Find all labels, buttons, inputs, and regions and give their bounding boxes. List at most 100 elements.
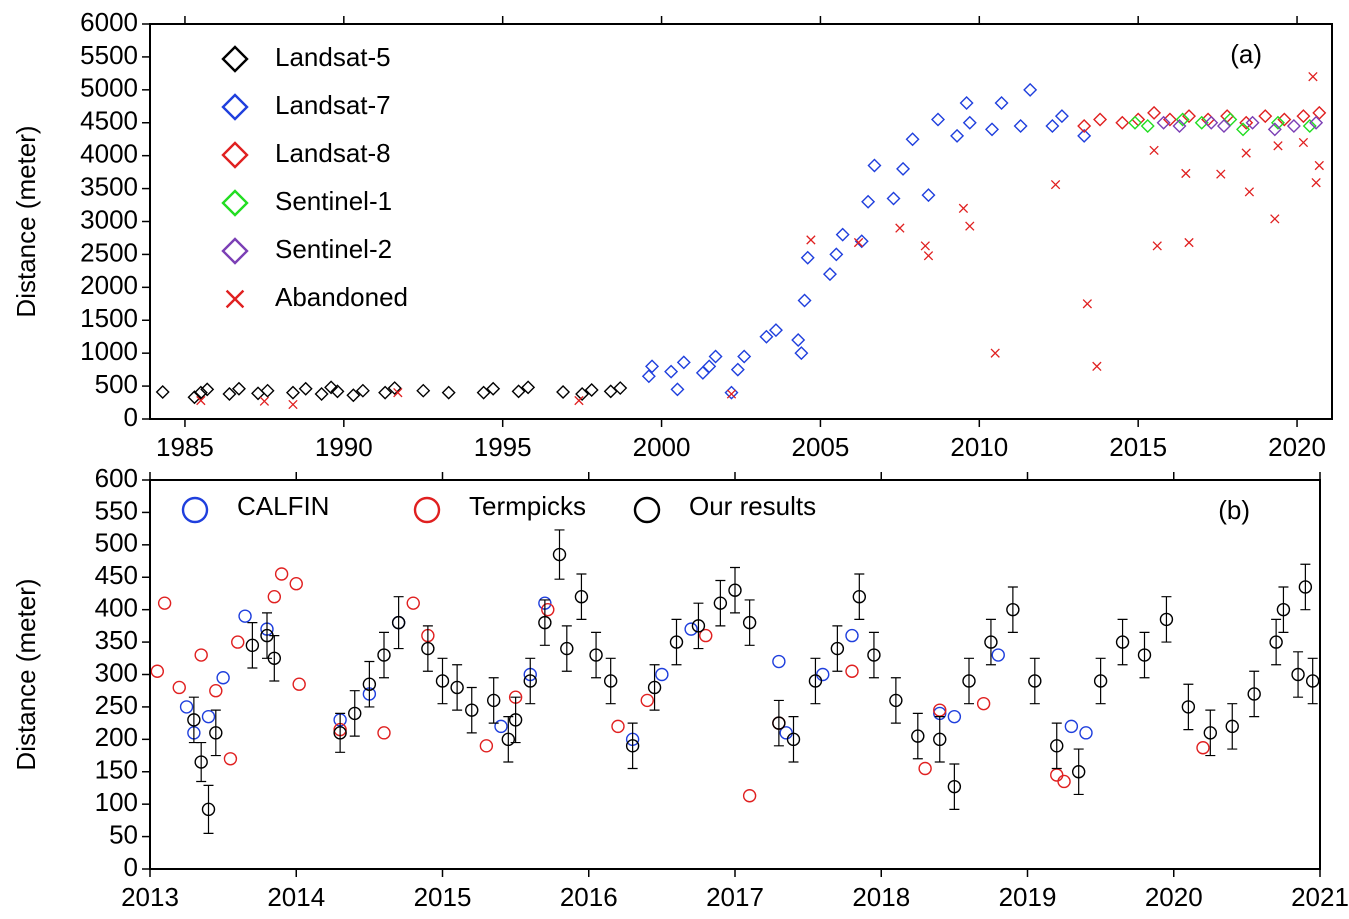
point <box>201 709 216 724</box>
point <box>274 567 289 581</box>
error-bar <box>605 657 616 705</box>
error-bar <box>364 660 375 708</box>
point <box>684 622 698 636</box>
y-tick-label: 0 <box>124 402 138 432</box>
y-tick-label: 3000 <box>80 204 138 234</box>
y-tick-label: 5000 <box>80 73 138 103</box>
panel-label: (a) <box>1230 39 1262 69</box>
point <box>829 247 844 262</box>
point <box>179 700 194 714</box>
point <box>238 609 252 623</box>
point <box>377 726 391 740</box>
error-bar <box>203 784 214 834</box>
x-tick-label: 2019 <box>999 882 1057 912</box>
point <box>1194 115 1209 130</box>
y-tick-label: 150 <box>95 755 138 785</box>
error-bar <box>349 690 360 737</box>
point <box>669 635 684 649</box>
point <box>267 590 282 604</box>
error-bar <box>854 573 865 620</box>
point <box>962 674 976 688</box>
legend-marker <box>221 45 249 73</box>
x-tick-label: 2013 <box>121 882 179 912</box>
point <box>1270 115 1285 130</box>
point <box>346 388 361 403</box>
legend-marker <box>413 496 441 524</box>
error-bar <box>912 712 923 760</box>
error-bar <box>649 664 660 711</box>
error-bar <box>1271 618 1282 666</box>
point <box>976 696 991 711</box>
x-tick-label: 2010 <box>950 432 1008 462</box>
point <box>1244 187 1255 197</box>
legend-label: Landsat-8 <box>275 138 391 168</box>
y-tick-label: 300 <box>95 657 138 687</box>
x-tick-label: 2014 <box>267 882 325 912</box>
point <box>1247 687 1261 701</box>
error-bar <box>744 599 755 646</box>
y-tick-label: 3500 <box>80 171 138 201</box>
point <box>267 651 282 665</box>
point <box>645 359 660 374</box>
point <box>193 385 208 400</box>
point <box>816 667 830 682</box>
error-bar <box>964 657 974 705</box>
point <box>947 709 962 724</box>
point <box>1312 105 1327 120</box>
point <box>786 732 801 747</box>
legend-marker <box>225 289 245 309</box>
point <box>1276 602 1291 617</box>
point <box>728 583 742 597</box>
point <box>1204 115 1219 130</box>
point <box>853 237 864 248</box>
point <box>1006 602 1020 617</box>
legend-label: Landsat-5 <box>275 42 391 72</box>
point <box>292 677 306 691</box>
x-tick-label: 2015 <box>414 882 472 912</box>
point <box>1092 361 1102 371</box>
point <box>289 577 303 591</box>
point <box>150 664 165 678</box>
point <box>933 732 947 747</box>
point <box>640 693 654 708</box>
y-axis-label: Distance (meter) <box>11 125 41 317</box>
panel-label: (b) <box>1218 495 1250 525</box>
point <box>574 590 589 604</box>
point <box>724 385 739 400</box>
point <box>172 680 186 695</box>
point <box>695 365 710 380</box>
point <box>1245 115 1260 130</box>
point <box>625 739 640 753</box>
point <box>726 389 737 399</box>
error-bar <box>1095 657 1106 705</box>
point <box>260 383 275 398</box>
point <box>958 203 969 213</box>
point <box>476 385 491 400</box>
y-tick-label: 5500 <box>80 40 138 70</box>
x-tick-label: 2015 <box>1109 432 1167 462</box>
point <box>479 739 494 753</box>
series <box>196 72 1324 410</box>
y-tick-label: 100 <box>95 787 138 817</box>
y-tick-label: 1000 <box>80 336 138 366</box>
point <box>324 380 339 395</box>
point <box>1311 177 1321 188</box>
point <box>994 96 1009 110</box>
point <box>560 641 574 656</box>
point <box>962 115 977 130</box>
x-tick-label: 2020 <box>1145 882 1203 912</box>
point <box>603 674 618 688</box>
series <box>1156 115 1324 137</box>
error-bar <box>525 657 536 705</box>
y-tick-label: 250 <box>95 690 138 720</box>
point <box>611 719 625 734</box>
point <box>330 384 345 399</box>
point <box>991 648 1005 662</box>
point <box>1291 667 1305 682</box>
point <box>194 755 208 769</box>
point <box>1277 112 1292 127</box>
point <box>1298 580 1313 594</box>
point <box>947 779 962 794</box>
point <box>387 381 402 396</box>
point <box>355 383 370 398</box>
